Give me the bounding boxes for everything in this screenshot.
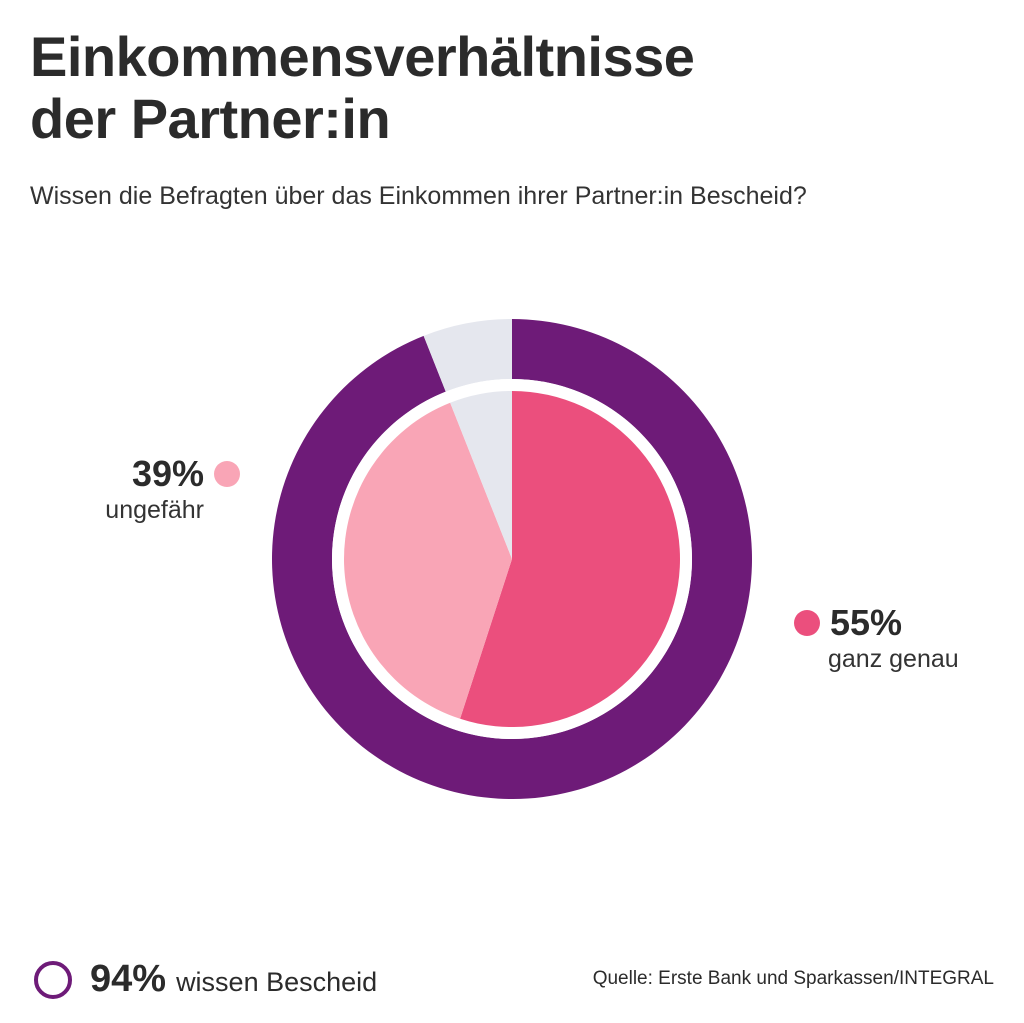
legend-total-text: wissen Bescheid bbox=[176, 967, 378, 997]
pie-slice-rest bbox=[450, 391, 512, 559]
label-approx-value: 39% bbox=[131, 453, 204, 494]
legend-dot-exact bbox=[794, 610, 820, 636]
legend-total-value: 94% bbox=[90, 958, 167, 1000]
legend-total: 94% wissen Bescheid bbox=[34, 958, 377, 1001]
chart-title-line-2: der Partner:in bbox=[30, 87, 391, 150]
chart-subtitle: Wissen die Befragten über das Einkommen … bbox=[30, 182, 807, 210]
label-exact-text: ganz genau bbox=[828, 645, 959, 673]
label-approx-text: ungefähr bbox=[105, 496, 204, 524]
chart-title-line-1: Einkommensverhältnisse bbox=[30, 25, 695, 88]
label-approx: 39% ungefähr bbox=[80, 454, 240, 526]
label-exact-value: 55% bbox=[830, 602, 903, 643]
chart-title: Einkommensverhältnisse der Partner:in bbox=[30, 25, 695, 150]
label-exact: 55% ganz genau bbox=[794, 603, 959, 675]
pie-slice-ganz-genau bbox=[460, 391, 680, 727]
legend-ring-icon bbox=[34, 960, 72, 999]
outer-ring-slice-rest bbox=[423, 319, 512, 392]
pie-slice-ungefähr bbox=[343, 402, 512, 719]
source-note: Quelle: Erste Bank und Sparkassen/INTEGR… bbox=[592, 968, 994, 989]
legend-dot-approx bbox=[214, 461, 240, 487]
